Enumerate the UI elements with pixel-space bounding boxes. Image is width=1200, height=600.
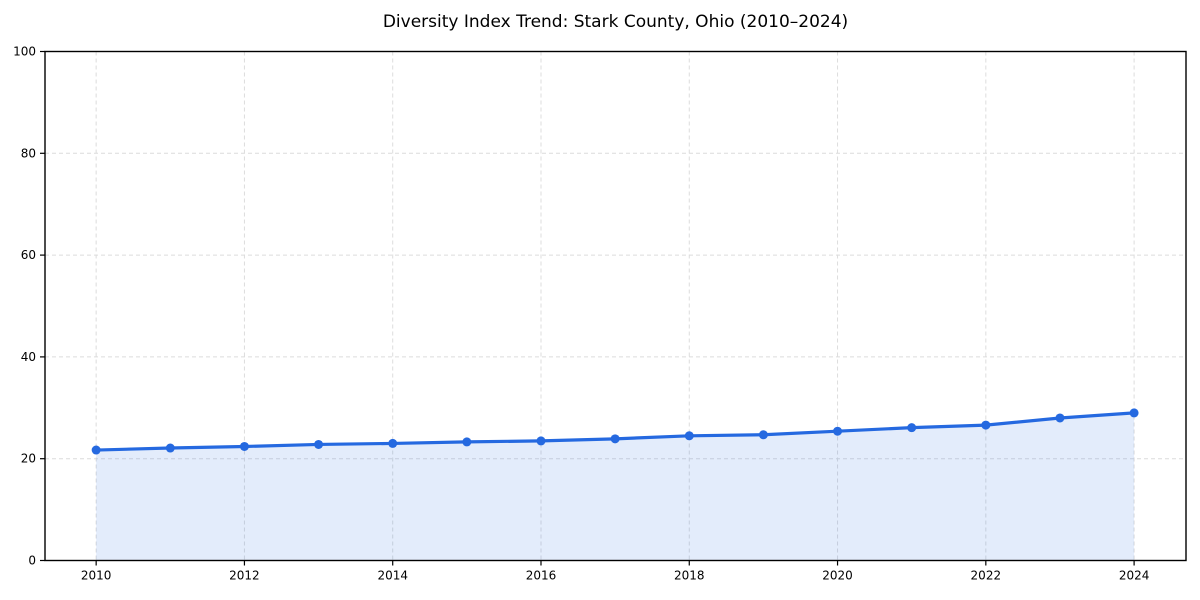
area-fill bbox=[96, 412, 1135, 561]
y-tick-label: 20 bbox=[21, 452, 36, 466]
data-point-2017 bbox=[610, 434, 620, 444]
y-tick-label: 60 bbox=[21, 248, 36, 262]
data-point-2023 bbox=[1055, 413, 1065, 423]
y-tick-label: 80 bbox=[21, 146, 36, 160]
data-point-2014 bbox=[388, 438, 398, 448]
y-tick-label: 100 bbox=[13, 45, 36, 59]
plot-border bbox=[44, 50, 1187, 562]
data-point-2013 bbox=[314, 439, 324, 449]
chart-title: Diversity Index Trend: Stark County, Ohi… bbox=[382, 12, 849, 32]
x-tick-label: 2020 bbox=[822, 569, 853, 583]
x-tick-label: 2012 bbox=[229, 569, 260, 583]
data-point-2010 bbox=[91, 445, 101, 455]
y-tick-label: 40 bbox=[21, 350, 36, 364]
data-point-2015 bbox=[462, 437, 472, 447]
data-point-2024 bbox=[1129, 408, 1139, 418]
x-tick-label: 2010 bbox=[81, 569, 112, 583]
data-point-2012 bbox=[239, 441, 249, 451]
x-tick-label: 2024 bbox=[1119, 569, 1150, 583]
x-tick-label: 2018 bbox=[674, 569, 705, 583]
data-point-2018 bbox=[684, 431, 694, 441]
data-point-2022 bbox=[981, 420, 991, 430]
data-point-2019 bbox=[758, 430, 768, 440]
data-point-2021 bbox=[907, 423, 917, 433]
x-tick-label: 2022 bbox=[971, 569, 1002, 583]
data-point-2011 bbox=[165, 443, 175, 453]
y-tick-label: 0 bbox=[28, 554, 36, 568]
data-point-2020 bbox=[833, 426, 843, 436]
x-tick-label: 2016 bbox=[526, 569, 557, 583]
data-point-2016 bbox=[536, 436, 546, 446]
x-tick-label: 2014 bbox=[377, 569, 408, 583]
